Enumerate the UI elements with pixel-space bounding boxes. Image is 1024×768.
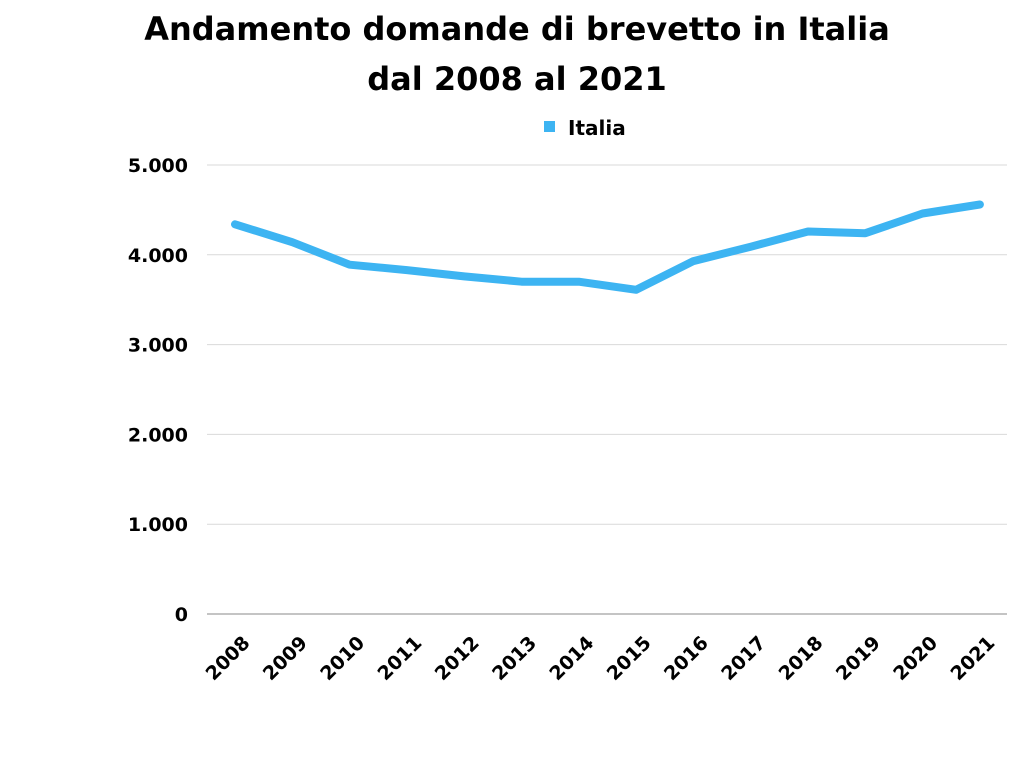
data-point bbox=[234, 223, 236, 225]
data-point bbox=[864, 232, 866, 234]
x-tick-label: 2008 bbox=[202, 632, 255, 685]
series-italia bbox=[231, 200, 984, 294]
data-point bbox=[807, 231, 809, 232]
y-tick-label: 4.000 bbox=[128, 245, 188, 267]
x-tick-label: 2010 bbox=[316, 632, 369, 685]
x-tick-label: 2019 bbox=[832, 632, 885, 685]
gridlines bbox=[207, 164, 1007, 615]
data-point bbox=[635, 289, 637, 291]
series-line bbox=[231, 200, 984, 294]
y-axis-tick-labels: 0 1.000 2.000 3.000 4.000 5.000 bbox=[128, 155, 188, 626]
x-tick-label: 2013 bbox=[488, 632, 541, 685]
x-tick-label: 2017 bbox=[717, 632, 770, 685]
data-point bbox=[750, 246, 752, 248]
data-point bbox=[291, 241, 293, 243]
data-point bbox=[521, 281, 522, 283]
legend-label-italia: Italia bbox=[568, 116, 626, 140]
y-tick-label: 0 bbox=[175, 604, 188, 626]
data-point bbox=[463, 275, 465, 277]
data-point bbox=[406, 269, 408, 271]
x-tick-label: 2015 bbox=[603, 632, 656, 685]
y-tick-label: 1.000 bbox=[128, 514, 188, 536]
data-point bbox=[578, 281, 580, 283]
x-tick-label: 2020 bbox=[889, 632, 942, 685]
y-tick-label: 3.000 bbox=[128, 335, 188, 357]
legend-swatch-italia bbox=[544, 121, 555, 132]
data-point bbox=[349, 264, 351, 266]
chart-title-line-2: dal 2008 al 2021 bbox=[367, 60, 667, 98]
chart-title: Andamento domande di brevetto in Italia … bbox=[112, 4, 922, 104]
y-tick-label: 2.000 bbox=[128, 424, 188, 446]
x-tick-label: 2016 bbox=[660, 632, 713, 685]
x-tick-label: 2009 bbox=[259, 632, 312, 685]
data-point bbox=[979, 204, 981, 205]
legend: Italia bbox=[544, 116, 626, 140]
data-point bbox=[692, 260, 694, 262]
x-tick-label: 2012 bbox=[431, 632, 484, 685]
x-axis-tick-labels: 2008 2009 2010 2011 2012 2013 2014 2015 2016 2017… bbox=[202, 632, 1000, 685]
x-tick-label: 2014 bbox=[545, 632, 598, 685]
y-tick-label: 5.000 bbox=[128, 155, 188, 177]
x-tick-label: 2011 bbox=[373, 632, 426, 685]
data-point bbox=[922, 213, 924, 214]
chart-title-line-1: Andamento domande di brevetto in Italia bbox=[144, 10, 890, 48]
x-tick-label: 2018 bbox=[775, 632, 828, 685]
x-tick-label: 2021 bbox=[946, 632, 999, 685]
